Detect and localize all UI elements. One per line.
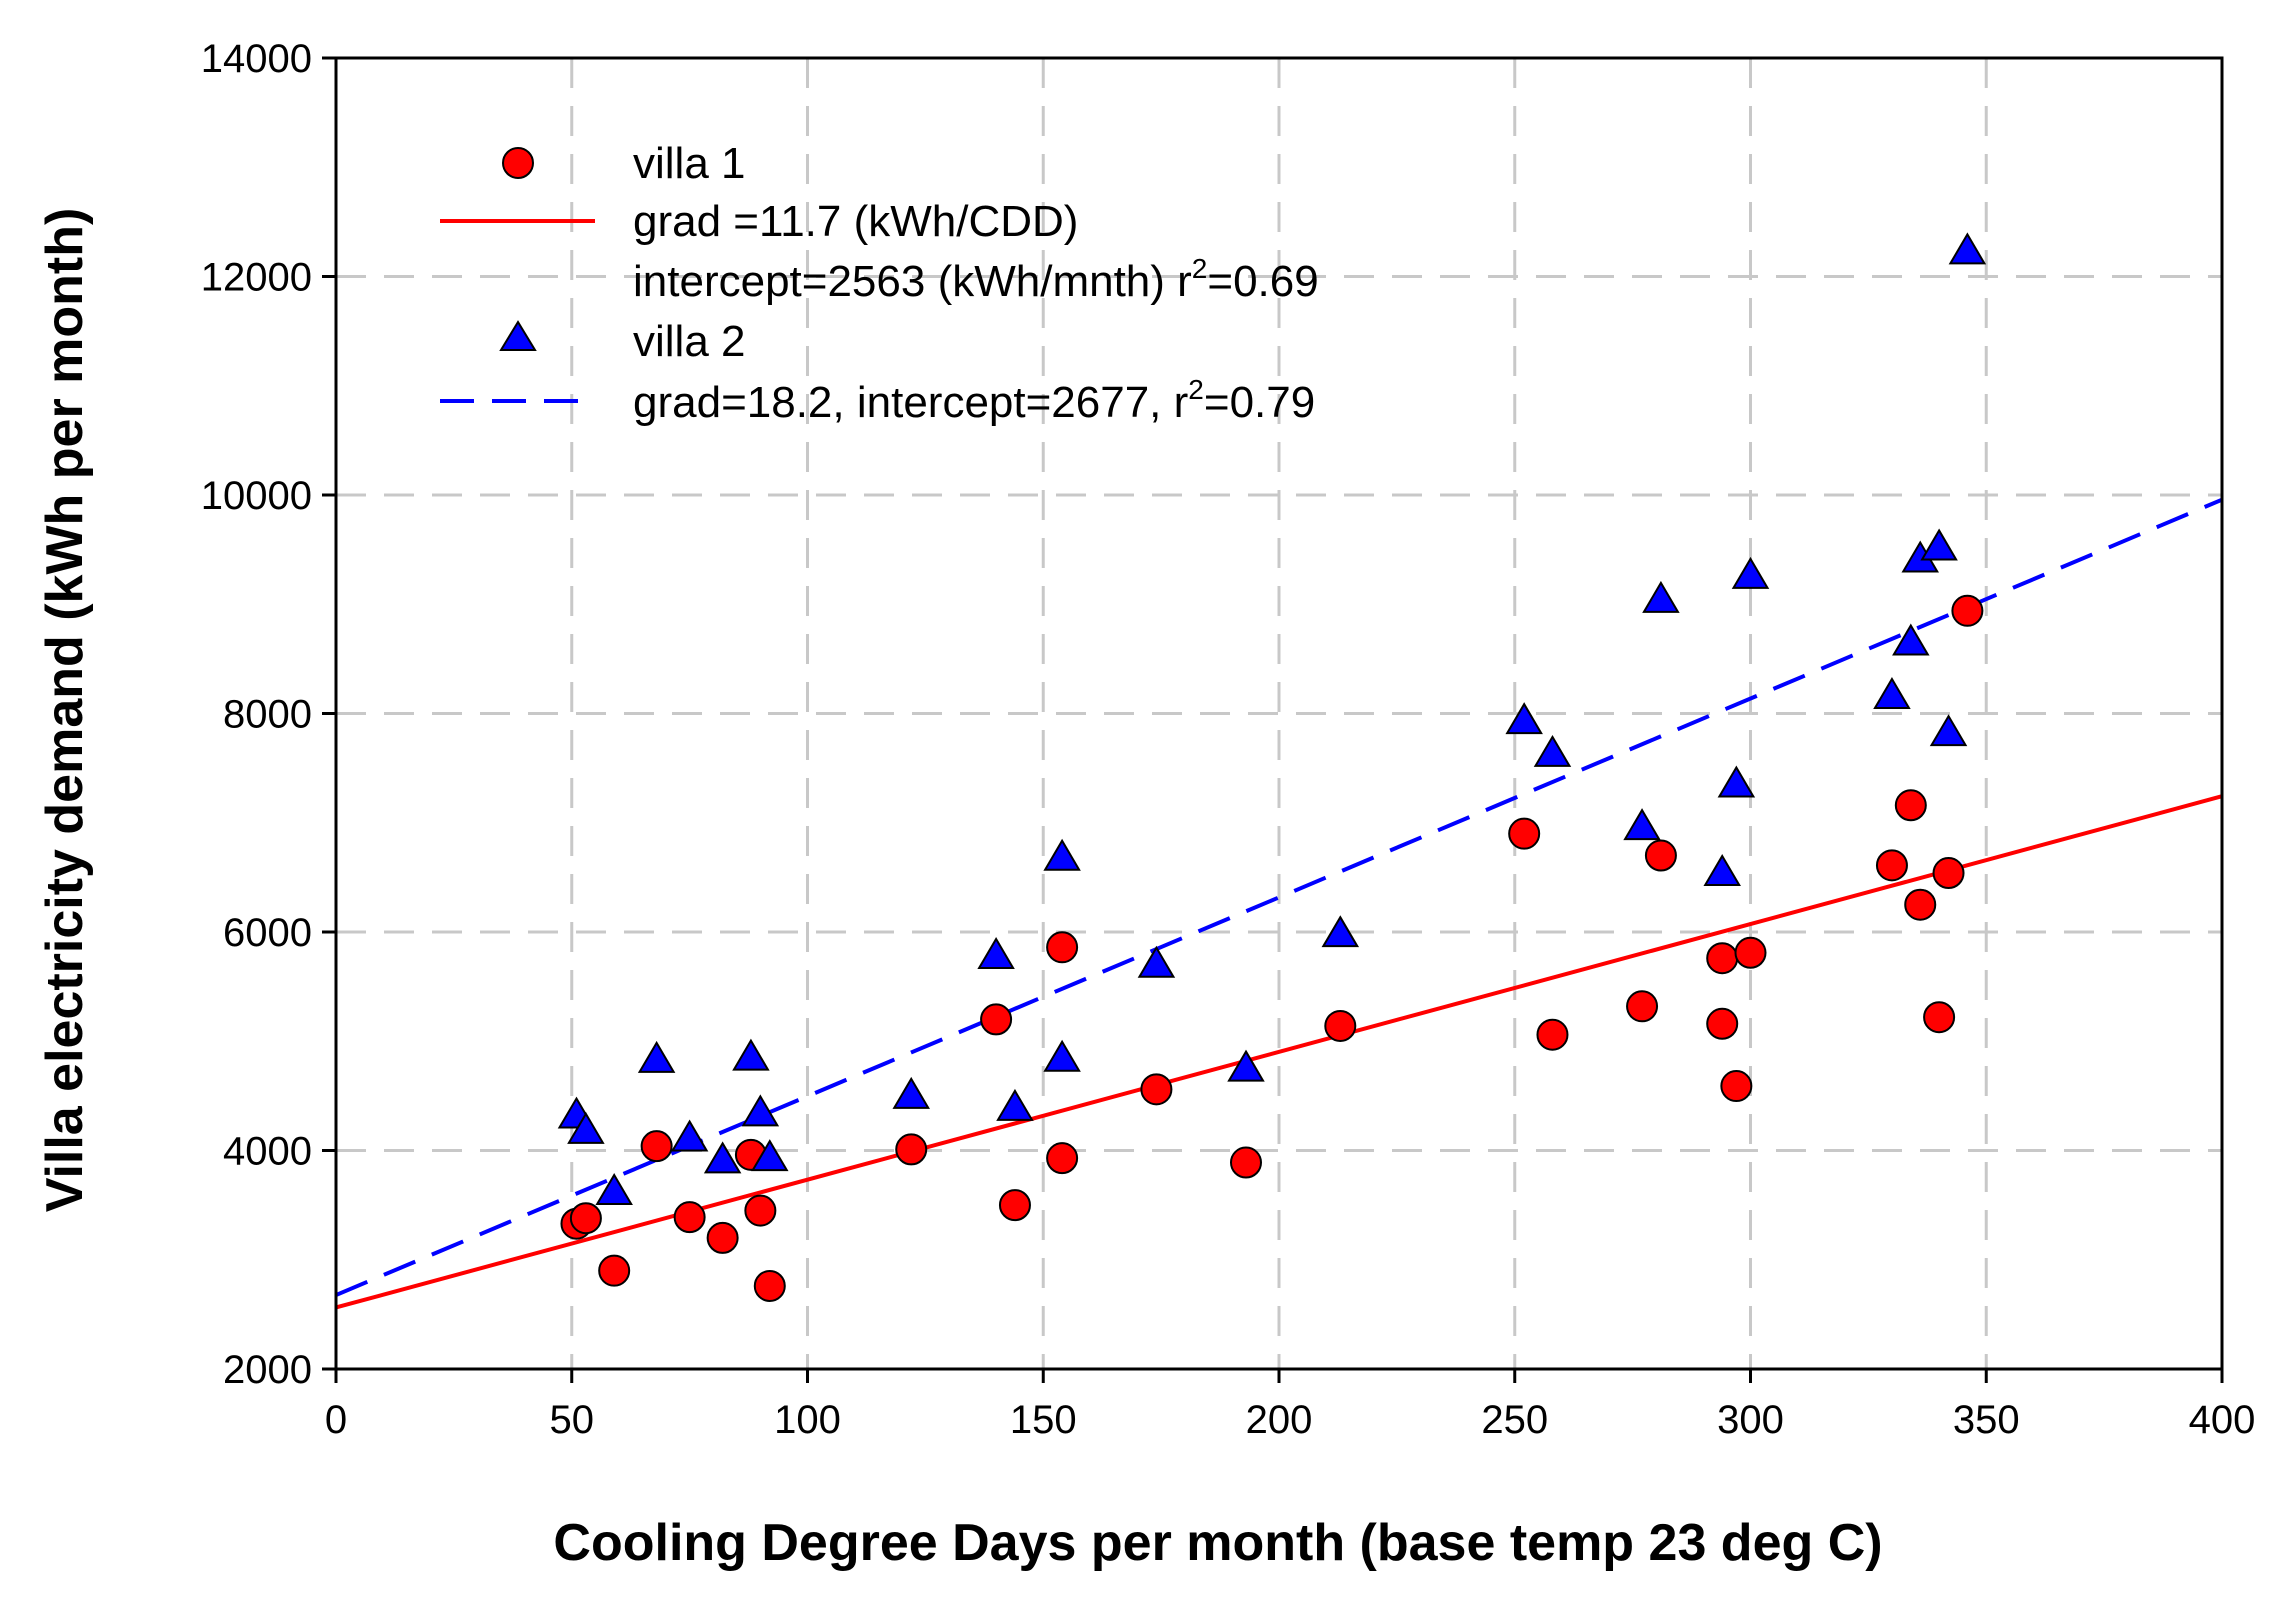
- legend-villa2-marker: [499, 320, 537, 351]
- villa2-point: [751, 1139, 789, 1172]
- villa1-point: [1626, 990, 1659, 1023]
- villa2-point: [1227, 1049, 1265, 1082]
- grid-lines: [336, 58, 2222, 1369]
- villa2-point: [1043, 838, 1081, 871]
- villa1-point: [569, 1202, 602, 1235]
- villa2-point: [1137, 945, 1176, 978]
- legend-fit2-label: grad=18.2, intercept=2677, r2=0.79: [633, 374, 1315, 427]
- villa2-point: [670, 1119, 709, 1152]
- villa2-point: [1948, 232, 1987, 265]
- villa1-point: [1894, 789, 1927, 822]
- villa1-point: [1508, 817, 1541, 850]
- y-tick-label: 10000: [201, 474, 312, 518]
- y-tick-label: 6000: [223, 911, 312, 955]
- villa1-point: [1229, 1146, 1262, 1179]
- villa2-point: [1505, 702, 1543, 735]
- villa2-point: [1929, 714, 1968, 747]
- x-tick-label: 150: [1010, 1398, 1077, 1442]
- villa2-point: [567, 1111, 605, 1144]
- villa2-point: [1731, 556, 1770, 589]
- y-tick-label: 2000: [223, 1348, 312, 1392]
- villa2-point: [741, 1094, 780, 1127]
- villa1-point: [1644, 839, 1677, 872]
- villa1-point: [1140, 1073, 1173, 1106]
- villa1-point: [1734, 936, 1767, 969]
- villa1-point: [1536, 1018, 1569, 1051]
- legend-villa1-marker: [502, 147, 534, 179]
- villa1-point: [744, 1194, 777, 1227]
- x-tick-label: 350: [1953, 1398, 2020, 1442]
- villa1-point: [895, 1133, 928, 1166]
- villa1-point: [1720, 1070, 1753, 1103]
- villa2-fit-line: [335, 497, 2223, 1297]
- villa2-point: [1703, 854, 1741, 887]
- villa1-point: [1706, 1007, 1739, 1040]
- villa1-point: [753, 1269, 786, 1302]
- legend-fit1-gradient: grad =11.7 (kWh/CDD): [633, 197, 1078, 246]
- legend-villa2-label: villa 2: [633, 317, 746, 366]
- villa2-point: [892, 1076, 930, 1109]
- villa1-point: [1904, 888, 1937, 921]
- villa2-point: [1642, 580, 1680, 613]
- legend: villa 1 grad =11.7 (kWh/CDD) intercept=2…: [440, 139, 1319, 427]
- villa2-point: [595, 1173, 633, 1206]
- villa1-point: [1932, 857, 1965, 890]
- villa2-point: [977, 937, 1015, 970]
- villa1-point: [1706, 942, 1739, 975]
- legend-villa1-label: villa 1: [633, 139, 746, 188]
- y-tick-label: 14000: [201, 37, 312, 81]
- villa1-point: [1046, 1142, 1079, 1175]
- villa1-point: [598, 1254, 631, 1287]
- x-tick-label: 100: [774, 1398, 841, 1442]
- villa1-point: [980, 1003, 1013, 1036]
- villa2-point: [637, 1040, 676, 1073]
- x-tick-label: 400: [2189, 1398, 2256, 1442]
- villa1-point: [1951, 594, 1984, 627]
- villa2-point: [1533, 734, 1572, 767]
- villa2-point: [1873, 677, 1911, 710]
- y-tick-label: 4000: [223, 1130, 312, 1174]
- villa1-point: [1046, 931, 1079, 964]
- villa2-point: [1920, 528, 1958, 561]
- y-tick-label: 12000: [201, 256, 312, 300]
- fit-lines: [335, 497, 2223, 1310]
- x-axis-title: Cooling Degree Days per month (base temp…: [553, 1514, 1882, 1572]
- villa2-point: [1892, 623, 1930, 656]
- villa2-point: [1717, 765, 1756, 798]
- x-tick-label: 0: [325, 1398, 347, 1442]
- x-tick-label: 250: [1481, 1398, 1548, 1442]
- y-tick-label: 8000: [223, 693, 312, 737]
- villa1-point: [640, 1130, 673, 1163]
- villa1-point: [706, 1221, 739, 1254]
- villa1-fit-line: [335, 794, 2223, 1310]
- data-markers: [557, 232, 1987, 1302]
- x-tick-label: 300: [1717, 1398, 1784, 1442]
- villa2-point: [1321, 915, 1360, 948]
- legend-fit1-intercept: intercept=2563 (kWh/mnth) r2=0.69: [633, 253, 1319, 306]
- axis-ticks: 0 50 100 150 200 250 300 350 400 2000 4000 6000 8000…: [201, 37, 2256, 1442]
- villa2-point: [703, 1141, 742, 1174]
- villa1-point: [1324, 1009, 1357, 1042]
- x-tick-label: 200: [1246, 1398, 1313, 1442]
- y-axis-title: Villa electricity demand (kWh per month): [36, 208, 94, 1213]
- villa2-point: [732, 1038, 770, 1071]
- villa1-point: [673, 1201, 706, 1234]
- villa2-point: [996, 1088, 1034, 1121]
- villa1-point: [1923, 1001, 1956, 1034]
- x-tick-label: 50: [550, 1398, 595, 1442]
- villa2-point: [1043, 1039, 1081, 1072]
- villa2-point: [1623, 808, 1661, 841]
- villa1-point: [1875, 849, 1908, 882]
- villa1-point: [998, 1189, 1031, 1222]
